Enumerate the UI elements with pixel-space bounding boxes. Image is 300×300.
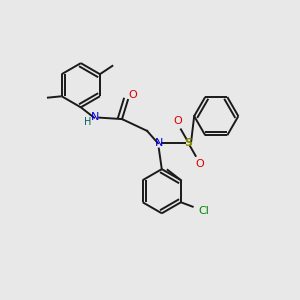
Text: O: O [128,90,137,100]
Text: N: N [154,138,163,148]
Text: H: H [85,117,92,127]
Text: S: S [184,138,192,148]
Text: Cl: Cl [199,206,209,215]
Text: O: O [174,116,182,126]
Text: N: N [91,112,100,122]
Text: O: O [195,159,204,169]
